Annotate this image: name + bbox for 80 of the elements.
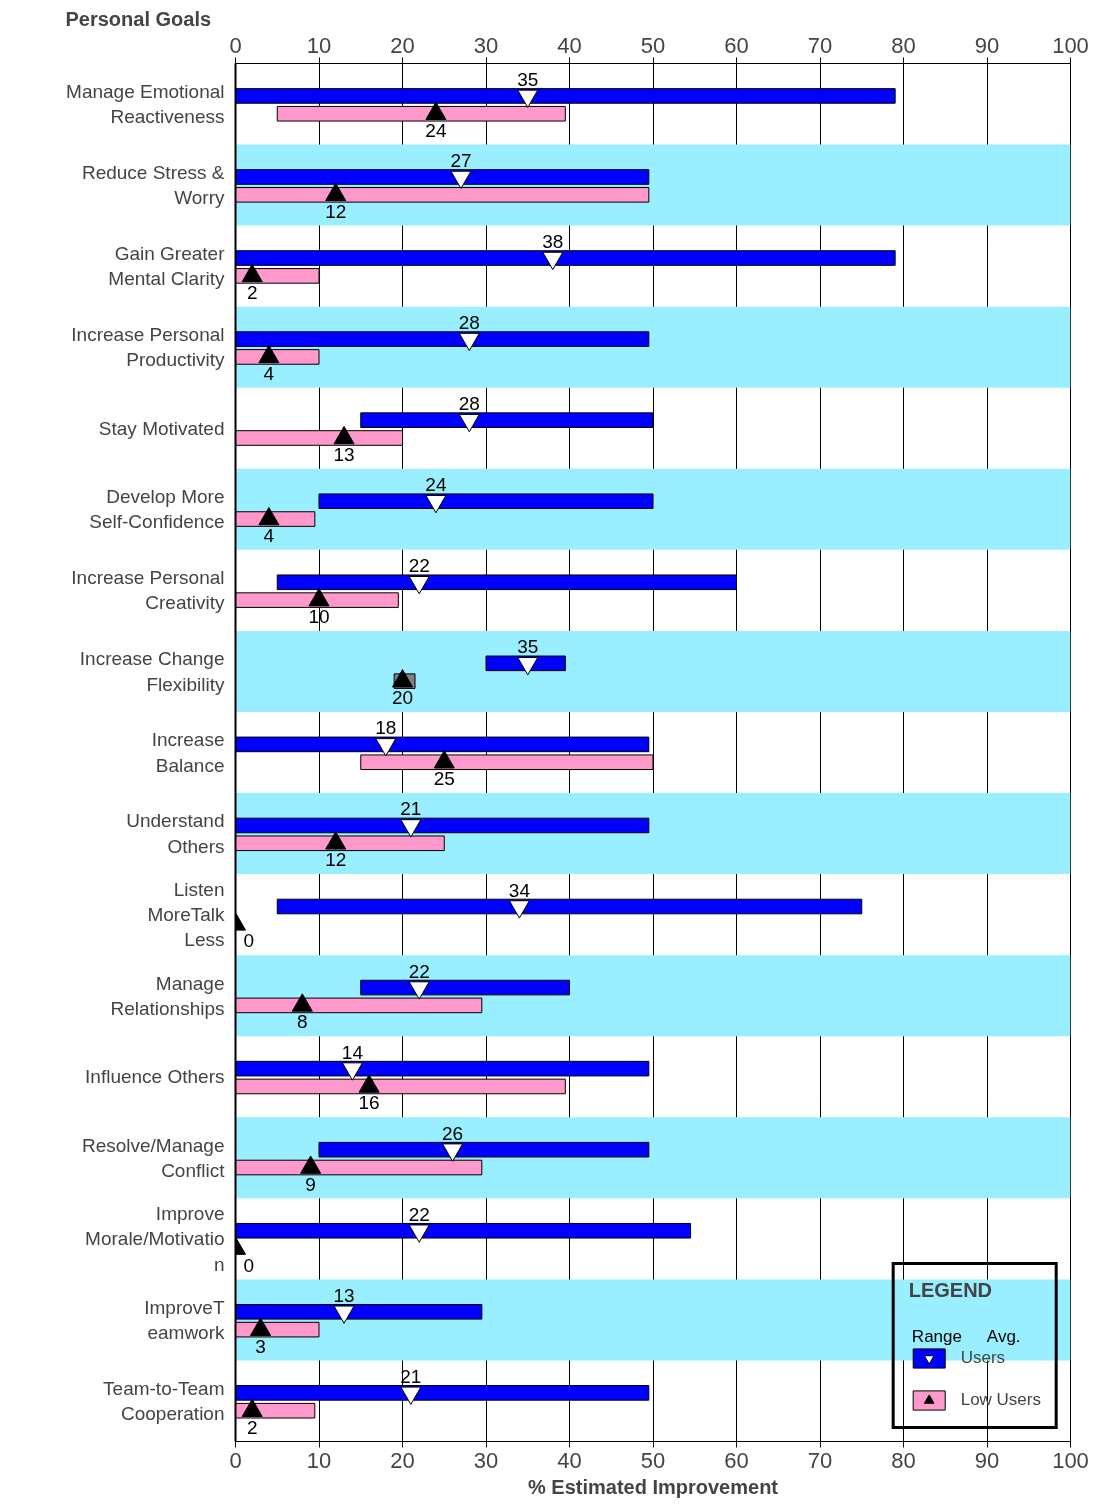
x-tick-label: 30 xyxy=(473,32,499,58)
annotation: Avg. xyxy=(986,1326,1021,1346)
x-tick-label: 90 xyxy=(974,32,1000,58)
x2-tick-label: 40 xyxy=(557,1447,582,1473)
data-label: 14 xyxy=(341,1041,364,1063)
data-label: 9 xyxy=(305,1173,316,1195)
data-label: 28 xyxy=(458,312,480,334)
y-tick-label: Understand Others xyxy=(126,810,225,857)
x-tick-label: 60 xyxy=(724,32,749,58)
y-tick-label: Team-to-Team Cooperation xyxy=(103,1377,225,1425)
x-tick-label: 50 xyxy=(640,32,666,58)
y-tick-label: Resolve/Manage Conflict xyxy=(81,1134,226,1181)
data-label: 13 xyxy=(333,443,355,465)
annotation: Range xyxy=(911,1326,962,1346)
x2-tick-label: 100 xyxy=(1052,1447,1089,1473)
y-tick-label: Gain Greater Mental Clarity xyxy=(108,243,226,290)
x2-tick-label: 50 xyxy=(640,1447,666,1473)
y-tick-label: Manage Relationships xyxy=(110,972,225,1019)
y-tick-label: Reduce Stress & Worry xyxy=(81,161,225,209)
data-label: 25 xyxy=(433,768,455,790)
x2-tick-label: 10 xyxy=(306,1447,332,1473)
y-tick-label: Listen MoreTalk Less xyxy=(147,878,225,951)
y-tick-label: Influence Others xyxy=(85,1066,225,1088)
data-label: 18 xyxy=(375,717,397,739)
x-tick-label: 0 xyxy=(229,32,242,58)
x-tick-label: 10 xyxy=(306,32,332,58)
data-label: 4 xyxy=(263,525,275,547)
data-label: 2 xyxy=(246,281,258,303)
x-tick-label: 20 xyxy=(390,32,415,58)
data-label: 13 xyxy=(333,1284,355,1306)
legend-label: Users xyxy=(960,1348,1006,1368)
x2-tick-label: 70 xyxy=(807,1447,833,1473)
data-label: 3 xyxy=(255,1335,266,1357)
x-tick-label: 80 xyxy=(891,32,916,58)
x-tick-label: 40 xyxy=(557,32,582,58)
data-label: 4 xyxy=(263,362,275,384)
data-label: 35 xyxy=(517,636,539,658)
y-tick-label: Improve Morale/Motivatio n xyxy=(85,1203,225,1275)
data-label: 22 xyxy=(408,960,430,982)
y-tick-label: Increase Personal Creativity xyxy=(71,567,225,614)
x2-tick-label: 0 xyxy=(229,1447,242,1473)
x2-tick-label: 30 xyxy=(473,1447,499,1473)
data-label: 0 xyxy=(243,1254,255,1276)
y-tick-label: Stay Motivated xyxy=(98,417,225,439)
data-label: 2 xyxy=(246,1416,258,1438)
x2-tick-label: 80 xyxy=(891,1447,916,1473)
x-tick-label: 100 xyxy=(1052,32,1089,58)
y-tick-label: Manage Emotional Reactiveness xyxy=(66,80,225,128)
data-label: 35 xyxy=(517,68,539,90)
x-axis-title: % Estimated Improvement xyxy=(527,1475,779,1498)
data-label: 8 xyxy=(297,1011,308,1033)
y-tick-label: ImproveT eamwork xyxy=(144,1296,225,1344)
x-tick-label: 70 xyxy=(807,32,833,58)
legend-title: LEGEND xyxy=(908,1279,994,1302)
x2-tick-label: 90 xyxy=(974,1447,1000,1473)
y-tick-label: Increase Balance xyxy=(151,729,225,776)
data-label: 34 xyxy=(508,879,531,901)
y-tick-label: Increase Change Flexibility xyxy=(79,648,225,695)
bar xyxy=(360,412,654,428)
data-label: 24 xyxy=(425,474,447,496)
data-label: 12 xyxy=(325,849,347,871)
data-label: 16 xyxy=(358,1092,380,1114)
data-label: 22 xyxy=(408,1203,430,1225)
data-label: 24 xyxy=(425,119,447,141)
data-label: 26 xyxy=(442,1122,464,1144)
data-label: 21 xyxy=(400,798,422,820)
data-label: 12 xyxy=(325,200,347,222)
y-axis-title: Personal Goals xyxy=(65,7,212,30)
data-label: 0 xyxy=(243,930,255,952)
data-label: 28 xyxy=(458,393,480,415)
data-label: 20 xyxy=(391,687,414,709)
x2-tick-label: 60 xyxy=(724,1447,749,1473)
bar xyxy=(318,1141,650,1158)
bar xyxy=(318,493,654,510)
y-tick-label: Develop More Self-Confidence xyxy=(89,486,225,533)
data-label: 27 xyxy=(450,149,472,171)
y-tick-label: Increase Personal Productivity xyxy=(71,324,225,371)
data-label: 38 xyxy=(542,231,564,253)
data-label: 22 xyxy=(408,555,430,577)
x2-tick-label: 20 xyxy=(390,1447,415,1473)
